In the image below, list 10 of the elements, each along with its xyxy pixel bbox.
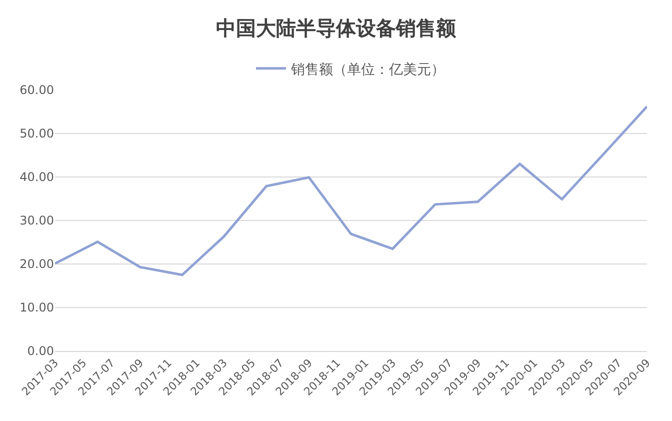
y-tick-label: 0.00	[27, 344, 54, 358]
legend-label: 销售额（单位：亿美元）	[290, 62, 445, 78]
y-tick-label: 50.00	[20, 126, 54, 141]
y-tick-label: 10.00	[20, 300, 54, 315]
y-tick-label: 20.00	[20, 257, 54, 272]
y-tick-label: 30.00	[20, 214, 54, 228]
y-tick-label: 40.00	[20, 170, 54, 184]
line-series	[55, 105, 647, 276]
chart-title: 中国大陆半导体设备销售额	[216, 16, 457, 40]
y-tick-label: 60.00	[20, 83, 54, 98]
